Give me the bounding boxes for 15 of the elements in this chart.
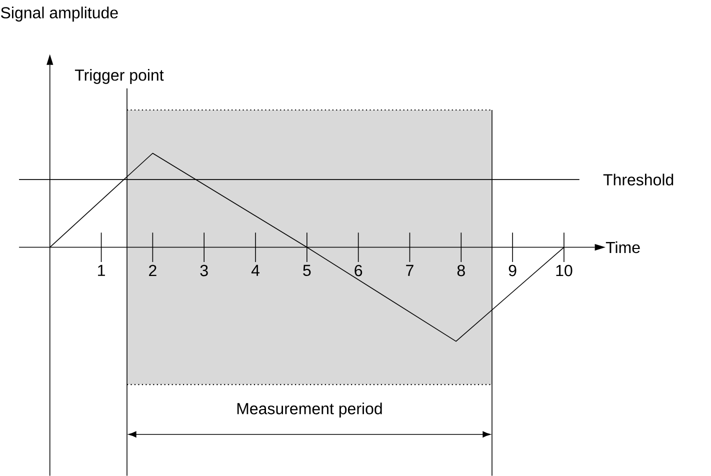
x-tick-label: 9 xyxy=(508,264,516,276)
x-tick-label: 8 xyxy=(457,264,465,276)
x-tick-label: 2 xyxy=(149,264,156,276)
text: Signal amplitude xyxy=(1,6,118,22)
x-tick-label: 7 xyxy=(406,264,414,276)
x-tick-label: 5 xyxy=(303,264,311,276)
x-tick-label: 4 xyxy=(251,264,260,276)
x-tick-label: 3 xyxy=(200,264,208,276)
band-label: Measurement period xyxy=(237,402,382,418)
ref-line-label: Threshold xyxy=(603,174,674,186)
ref-line-label: Trigger point xyxy=(74,68,164,84)
x-tick-label: 6 xyxy=(354,264,362,276)
x-axis-title: Time xyxy=(606,241,640,254)
x-tick-label: 1 xyxy=(98,264,105,276)
x-tick-label: 10 xyxy=(556,264,572,276)
